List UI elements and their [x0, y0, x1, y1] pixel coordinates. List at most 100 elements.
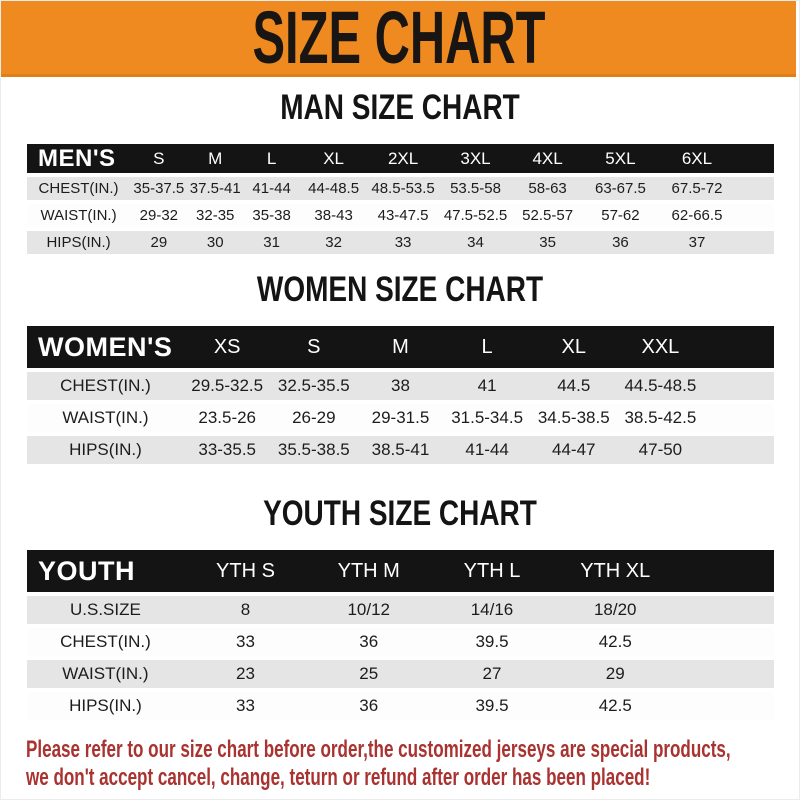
size-value-cell: 33 [183, 628, 308, 656]
header-spacer [703, 326, 774, 368]
size-value-cell: 18/20 [553, 596, 677, 624]
row-label: WAIST(IN.) [27, 660, 184, 688]
size-value-cell: 36 [583, 231, 658, 254]
row-label: HIPS(IN.) [27, 692, 184, 720]
size-value-cell: 57-62 [583, 204, 658, 227]
row-spacer [703, 436, 774, 464]
size-value-cell: 36 [307, 692, 431, 720]
women-column-header: XL [530, 326, 618, 368]
size-value-cell: 33-35.5 [183, 436, 271, 464]
men-column-header: XL [300, 144, 367, 173]
youth-size-table: YOUTH YTH S YTH M YTH L YTH XL U.S.SIZE 8 10/12… [27, 546, 774, 724]
size-value-cell: 29-31.5 [357, 404, 444, 432]
men-column-header: 6XL [657, 144, 737, 173]
size-value-cell: 30 [187, 231, 243, 254]
women-column-header: M [357, 326, 444, 368]
size-value-cell: 33 [366, 231, 440, 254]
row-label: WAIST(IN.) [27, 204, 131, 227]
notice-line-1: Please refer to our size chart before or… [26, 736, 731, 763]
size-value-cell: 32 [300, 231, 367, 254]
banner: SIZE CHART [1, 1, 796, 77]
section-youth: YOUTH SIZE CHART YOUTH YTH S YTH M YTH L YTH… [1, 496, 799, 724]
row-spacer [676, 628, 774, 656]
row-spacer [736, 177, 774, 200]
women-size-table: WOMEN'S XS S M L XL XXL CHEST(IN.) 29.5-32.5 32.5… [27, 322, 774, 468]
size-value-cell: 44-48.5 [300, 177, 367, 200]
size-value-cell: 29 [553, 660, 677, 688]
size-value-cell: 44.5 [530, 372, 618, 400]
size-value-cell: 63-67.5 [583, 177, 658, 200]
men-column-header: M [187, 144, 243, 173]
size-value-cell: 36 [307, 628, 431, 656]
size-value-cell: 62-66.5 [657, 204, 737, 227]
youth-column-header: YTH S [183, 550, 308, 592]
size-value-cell: 35-37.5 [130, 177, 188, 200]
youth-heading: YOUTH SIZE CHART [263, 494, 537, 533]
size-value-cell: 25 [307, 660, 431, 688]
row-spacer [676, 660, 774, 688]
size-value-cell: 8 [183, 596, 308, 624]
size-value-cell: 32-35 [187, 204, 243, 227]
header-spacer [676, 550, 774, 592]
women-column-header: S [270, 326, 358, 368]
youth-column-header: YTH L [430, 550, 554, 592]
row-label: HIPS(IN.) [27, 231, 131, 254]
men-column-header: 5XL [583, 144, 658, 173]
size-value-cell: 29.5-32.5 [183, 372, 271, 400]
row-spacer [736, 231, 774, 254]
size-value-cell: 34.5-38.5 [530, 404, 618, 432]
size-value-cell: 58-63 [511, 177, 584, 200]
youth-column-header: YTH M [307, 550, 431, 592]
men-column-header: L [242, 144, 301, 173]
size-value-cell: 48.5-53.5 [366, 177, 440, 200]
size-value-cell: 43-47.5 [366, 204, 440, 227]
size-value-cell: 35.5-38.5 [270, 436, 358, 464]
table-row: WAIST(IN.) 23.5-26 26-29 29-31.5 31.5-34.5 34… [27, 404, 774, 432]
row-spacer [676, 596, 774, 624]
women-heading: WOMEN SIZE CHART [256, 270, 544, 309]
men-column-header: 2XL [366, 144, 440, 173]
size-value-cell: 35-38 [242, 204, 301, 227]
youth-header-row: YOUTH YTH S YTH M YTH L YTH XL [27, 550, 774, 592]
youth-corner-label: YOUTH [27, 550, 184, 592]
section-men: MAN SIZE CHART MEN'S S M L XL 2XL 3XL 4XL 5XL 6XL… [1, 90, 799, 258]
men-corner-label: MEN'S [27, 144, 131, 173]
notice-line-2: we don't accept cancel, change, teturn o… [26, 764, 651, 791]
men-column-header: 3XL [439, 144, 512, 173]
row-label: HIPS(IN.) [27, 436, 184, 464]
table-row: WAIST(IN.) 23 25 27 29 [27, 660, 774, 688]
size-value-cell: 32.5-35.5 [270, 372, 358, 400]
table-row: CHEST(IN.) 29.5-32.5 32.5-35.5 38 41 44.5 44.5… [27, 372, 774, 400]
row-label: CHEST(IN.) [27, 628, 184, 656]
size-value-cell: 14/16 [430, 596, 554, 624]
size-value-cell: 29 [130, 231, 188, 254]
men-heading: MAN SIZE CHART [280, 88, 520, 127]
women-column-header: XXL [617, 326, 704, 368]
table-row: U.S.SIZE 8 10/12 14/16 18/20 [27, 596, 774, 624]
row-spacer [703, 404, 774, 432]
size-value-cell: 26-29 [270, 404, 358, 432]
size-value-cell: 47-50 [617, 436, 704, 464]
section-women: WOMEN SIZE CHART WOMEN'S XS S M L XL XXL CHEST(… [1, 272, 799, 468]
size-value-cell: 31.5-34.5 [443, 404, 531, 432]
row-label: WAIST(IN.) [27, 404, 184, 432]
size-value-cell: 33 [183, 692, 308, 720]
size-value-cell: 31 [242, 231, 301, 254]
size-value-cell: 42.5 [553, 628, 677, 656]
table-row: HIPS(IN.) 29 30 31 32 33 34 35 36 37 [27, 231, 774, 254]
size-value-cell: 35 [511, 231, 584, 254]
size-value-cell: 29-32 [130, 204, 188, 227]
table-row: HIPS(IN.) 33 36 39.5 42.5 [27, 692, 774, 720]
table-row: HIPS(IN.) 33-35.5 35.5-38.5 38.5-41 41-44 44-… [27, 436, 774, 464]
table-row: WAIST(IN.) 29-32 32-35 35-38 38-43 43-47.5 47.… [27, 204, 774, 227]
size-value-cell: 41 [443, 372, 531, 400]
men-column-header: S [130, 144, 188, 173]
size-value-cell: 67.5-72 [657, 177, 737, 200]
size-value-cell: 23.5-26 [183, 404, 271, 432]
size-value-cell: 37 [657, 231, 737, 254]
row-label: CHEST(IN.) [27, 372, 184, 400]
size-value-cell: 38-43 [300, 204, 367, 227]
row-spacer [676, 692, 774, 720]
women-column-header: L [443, 326, 531, 368]
